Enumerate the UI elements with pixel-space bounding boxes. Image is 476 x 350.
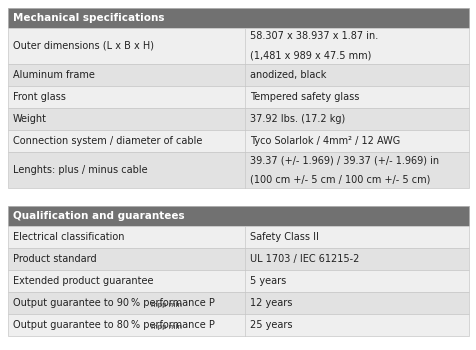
- Bar: [8, 86, 468, 108]
- Text: 37.92 lbs. (17.2 kg): 37.92 lbs. (17.2 kg): [250, 114, 345, 124]
- Bar: [8, 248, 468, 270]
- Text: Extended product guarantee: Extended product guarantee: [13, 276, 153, 286]
- Text: Mechanical specifications: Mechanical specifications: [13, 13, 164, 23]
- Text: UL 1703 / IEC 61215-2: UL 1703 / IEC 61215-2: [250, 254, 359, 264]
- Text: Lenghts: plus / minus cable: Lenghts: plus / minus cable: [13, 165, 147, 175]
- Text: Qualification and guarantees: Qualification and guarantees: [13, 211, 184, 221]
- Text: mpp min: mpp min: [151, 324, 182, 330]
- Text: Connection system / diameter of cable: Connection system / diameter of cable: [13, 136, 202, 146]
- Bar: [8, 64, 468, 86]
- Text: Output guarantee to 90 % performance P: Output guarantee to 90 % performance P: [13, 298, 214, 308]
- Bar: [8, 270, 468, 292]
- Bar: [8, 226, 468, 248]
- Text: 12 years: 12 years: [250, 298, 292, 308]
- Text: Front glass: Front glass: [13, 92, 66, 102]
- Text: Output guarantee to 80 % performance P: Output guarantee to 80 % performance P: [13, 320, 214, 330]
- Text: (100 cm +/- 5 cm / 100 cm +/- 5 cm): (100 cm +/- 5 cm / 100 cm +/- 5 cm): [250, 175, 430, 185]
- Text: 39.37 (+/- 1.969) / 39.37 (+/- 1.969) in: 39.37 (+/- 1.969) / 39.37 (+/- 1.969) in: [250, 155, 438, 165]
- Bar: [8, 314, 468, 336]
- Text: Tempered safety glass: Tempered safety glass: [250, 92, 359, 102]
- Bar: [8, 292, 468, 314]
- Text: Tyco Solarlok / 4mm² / 12 AWG: Tyco Solarlok / 4mm² / 12 AWG: [250, 136, 400, 146]
- Text: (1,481 x 989 x 47.5 mm): (1,481 x 989 x 47.5 mm): [250, 51, 371, 61]
- Bar: [8, 28, 468, 64]
- Text: Aluminum frame: Aluminum frame: [13, 70, 95, 80]
- Text: Product standard: Product standard: [13, 254, 97, 264]
- Text: anodized, black: anodized, black: [250, 70, 326, 80]
- Text: Safety Class II: Safety Class II: [250, 232, 318, 242]
- Bar: [8, 130, 468, 152]
- Bar: [8, 8, 468, 28]
- Bar: [8, 206, 468, 226]
- Text: Weight: Weight: [13, 114, 47, 124]
- Bar: [8, 108, 468, 130]
- Text: Electrical classification: Electrical classification: [13, 232, 124, 242]
- Bar: [8, 152, 468, 188]
- Text: 25 years: 25 years: [250, 320, 292, 330]
- Text: mpp min: mpp min: [151, 302, 182, 308]
- Text: 5 years: 5 years: [250, 276, 286, 286]
- Text: Outer dimensions (L x B x H): Outer dimensions (L x B x H): [13, 41, 154, 51]
- Text: 58.307 x 38.937 x 1.87 in.: 58.307 x 38.937 x 1.87 in.: [250, 31, 378, 41]
